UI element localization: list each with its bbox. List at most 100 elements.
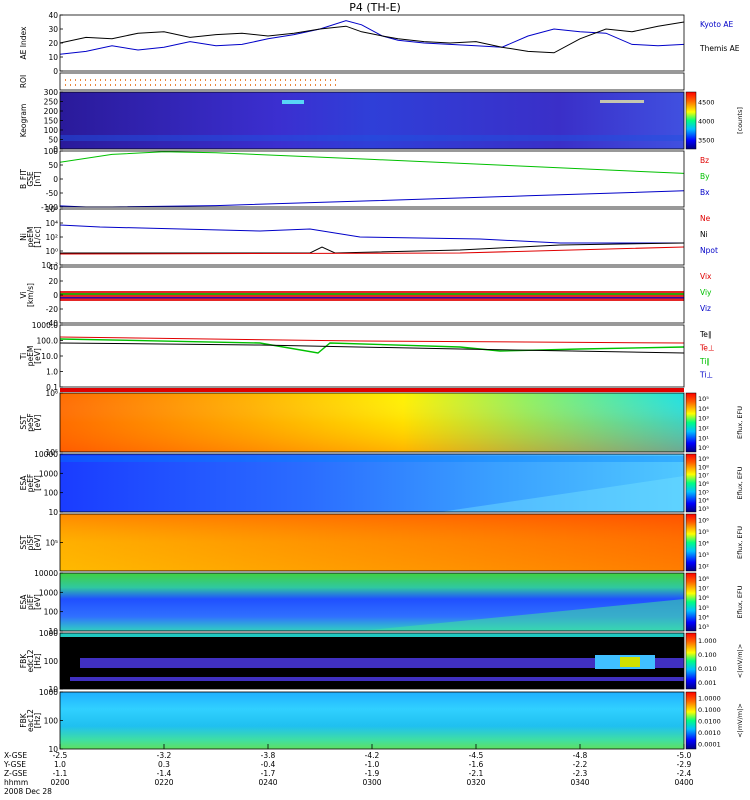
esa-e-frame <box>59 453 685 513</box>
keogram-ytick-label: 0 <box>53 145 58 154</box>
temperature-ytick-label: 10.0 <box>41 352 58 361</box>
esa-i-colorbar-tick: 10⁴ <box>698 614 709 622</box>
ae-legend-1: Themis AE <box>699 44 740 53</box>
roi-ylabel: ROI <box>19 75 28 88</box>
sst-i-shading <box>60 514 684 571</box>
temperature-ylabel: [eV] <box>33 348 42 364</box>
bfit-legend-0: Bz <box>700 156 709 165</box>
footer-value: -2.1 <box>469 769 484 778</box>
footer-value: -2.9 <box>677 760 692 769</box>
footer-value: 1.0 <box>54 760 66 769</box>
fbk-edc-colorbar-tick: 0.001 <box>698 679 717 687</box>
fbk-eac-ylabel: [Hz] <box>33 713 42 729</box>
keogram-arc-2 <box>600 100 644 103</box>
panel-ae: 0 10 20 30 40 AE Index Kyoto AE Themis AE <box>19 11 740 76</box>
esa-i-ylabel: ESA <box>19 594 28 610</box>
esa-e-plot-area <box>60 454 684 512</box>
keogram-ytick-label: 100 <box>44 126 59 135</box>
sst-i-ylabel: SST <box>19 535 28 550</box>
footer: X-GSE -2.5 -3.2 -3.8 -4.2 -4.5 -4.8 -5.0 Y-GSE 1.… <box>3 744 694 796</box>
temperature-legend-1: Te⊥ <box>699 344 714 353</box>
velocity-ylabel: Vi <box>19 291 28 298</box>
footer-value: -1.1 <box>53 769 68 778</box>
fbk-eac-colorbar-tick: 0.1000 <box>698 706 721 714</box>
footer-value: 0340 <box>570 778 589 787</box>
velocity-ytick-label: 20 <box>48 277 58 286</box>
temperature-ytick-label: 1000.0 <box>32 321 58 330</box>
footer-value: 0320 <box>466 778 485 787</box>
sst-e-frame <box>59 392 685 453</box>
temperature-plot-area <box>60 325 684 387</box>
fbk-edc-colorbar-label: <|mV/m|> <box>736 644 744 679</box>
bfit-ytick-label: -50 <box>46 189 58 198</box>
sst-e-colorbar-tick: 10¹ <box>698 434 709 442</box>
keogram-colorbar <box>685 91 697 150</box>
density-ytick-label: 10⁰ <box>45 247 58 256</box>
velocity-ytick-label: -40 <box>46 319 58 328</box>
esa-i-colorbar-label: Eflux, EFU <box>736 585 744 618</box>
esa-e-ylabel: peEF <box>26 474 35 492</box>
keogram-ytick-label: 200 <box>44 107 59 116</box>
sst-e-ytick-label: 10⁶ <box>45 389 58 398</box>
velocity-legend-1: Viy <box>700 288 712 297</box>
velocity-legend-2: Viz <box>700 304 711 313</box>
footer-value: 0220 <box>154 778 173 787</box>
density-ytick-label: 10⁶ <box>45 205 58 214</box>
esa-e-colorbar-tick: 10⁹ <box>698 455 709 463</box>
temperature-flag-bar <box>60 388 684 392</box>
sst-i-colorbar-tick: 10⁶ <box>698 517 709 525</box>
fbk-edc-colorbar-tick: 0.010 <box>698 665 717 673</box>
temperature-ylabel: Ti <box>19 353 28 360</box>
velocity-noise-green <box>60 293 684 295</box>
density-ylabel: Ni <box>19 233 28 241</box>
footer-value: -2.2 <box>573 760 588 769</box>
fbk-edc-low-band <box>70 677 684 681</box>
sst-e-ylabel: peSF <box>26 413 35 431</box>
sst-i-ylabel: [eV] <box>33 535 42 551</box>
density-npot-line <box>59 224 684 244</box>
esa-i-colorbar <box>685 572 697 632</box>
sst-e-colorbar-tick: 10³ <box>698 415 709 423</box>
density-legend-0: Ne <box>700 214 711 223</box>
fbk-eac-colorbar-tick: 0.0100 <box>698 718 721 726</box>
sst-e-colorbar-tick: 10⁴ <box>698 405 709 413</box>
keogram-colorbar-tick: 4000 <box>698 118 715 126</box>
sst-e-ytick-label: 10⁵ <box>45 448 58 457</box>
fbk-eac-plot-area <box>60 692 684 749</box>
panel-velocity: -40 -20 0 20 40 Vi[km/s] Vix Viy Viz <box>19 263 712 328</box>
sst-i-colorbar-tick: 10³ <box>698 551 709 559</box>
keogram-colorbar-tick: 3500 <box>698 137 715 145</box>
keogram-ytick-label: 150 <box>44 117 59 126</box>
footer-value: 0300 <box>362 778 381 787</box>
footer-value: -1.7 <box>261 769 276 778</box>
esa-e-ylabel: ESA <box>19 475 28 491</box>
esa-e-colorbar-tick: 10⁶ <box>698 480 709 488</box>
sst-e-shading <box>60 393 684 452</box>
density-ne-line <box>59 246 685 255</box>
sst-e-ylabel: [eV] <box>33 415 42 431</box>
velocity-legend-0: Vix <box>700 272 712 281</box>
fbk-edc-colorbar <box>685 632 697 690</box>
esa-e-ytick-label: 10000 <box>34 450 58 459</box>
fbk-edc-colorbar-tick: 1.000 <box>698 637 717 645</box>
sst-i-colorbar-tick: 10⁴ <box>698 540 709 548</box>
bfit-legend-1: By <box>700 172 710 181</box>
temperature-teperp-line <box>59 336 685 344</box>
esa-e-colorbar-tick: 10⁸ <box>698 463 709 471</box>
esa-e-wedge <box>440 476 684 512</box>
fbk-edc-top-band <box>60 633 684 637</box>
footer-value: -1.9 <box>365 769 380 778</box>
fbk-edc-ytick-label: 10 <box>48 685 58 694</box>
fbk-eac-ytick-label: 100 <box>44 717 59 726</box>
ae-plot-area <box>60 15 684 71</box>
esa-i-colorbar-tick: 10⁶ <box>698 594 709 602</box>
ae-ytick-label: 20 <box>48 39 58 48</box>
density-ytick-label: 10² <box>45 233 58 242</box>
density-ytick-label: 10⁻² <box>41 261 58 270</box>
esa-e-colorbar-tick: 10³ <box>698 505 709 513</box>
